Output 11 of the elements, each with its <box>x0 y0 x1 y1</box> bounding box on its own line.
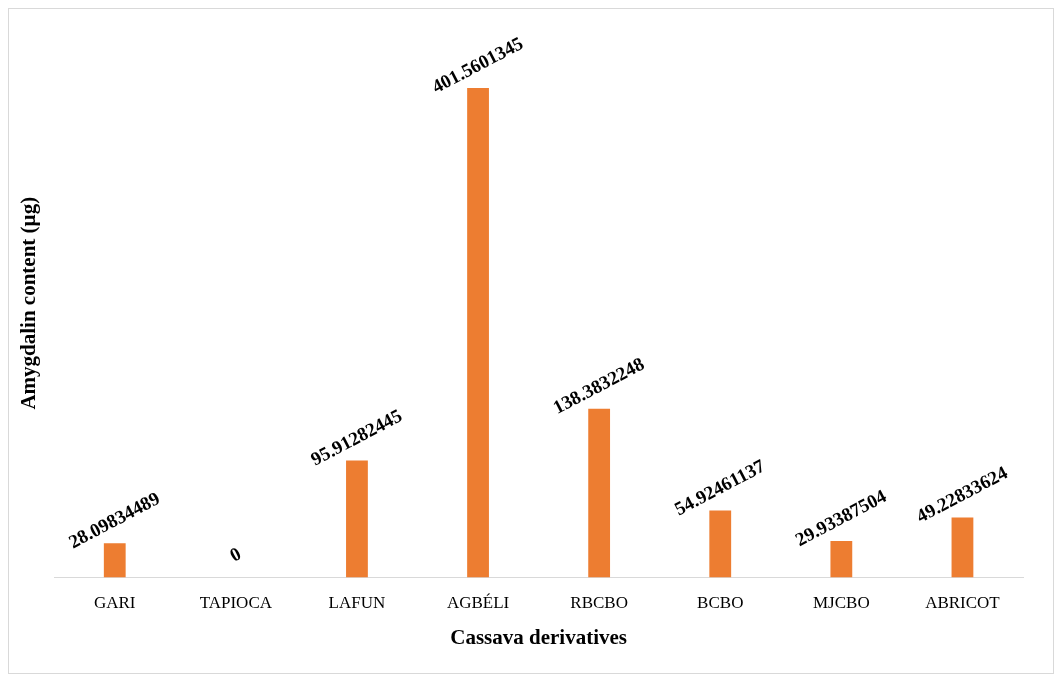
x-tick-label: RBCBO <box>570 593 628 613</box>
x-tick-label: GARI <box>93 593 136 613</box>
y-axis-title: Amygdalin content (µg) <box>16 196 41 410</box>
x-tick-label: ABRICOT <box>925 593 1001 613</box>
x-tick-label: BCBO <box>697 593 744 613</box>
x-tick-label: LAFUN <box>328 593 386 613</box>
x-tick-label: MJCBO <box>813 593 870 613</box>
x-tick-label: AGBÉLI <box>446 593 510 613</box>
x-tick-label: TAPIOCA <box>199 593 273 613</box>
data-label: 0 <box>226 542 245 566</box>
x-axis-title: Cassava derivatives <box>450 624 627 649</box>
